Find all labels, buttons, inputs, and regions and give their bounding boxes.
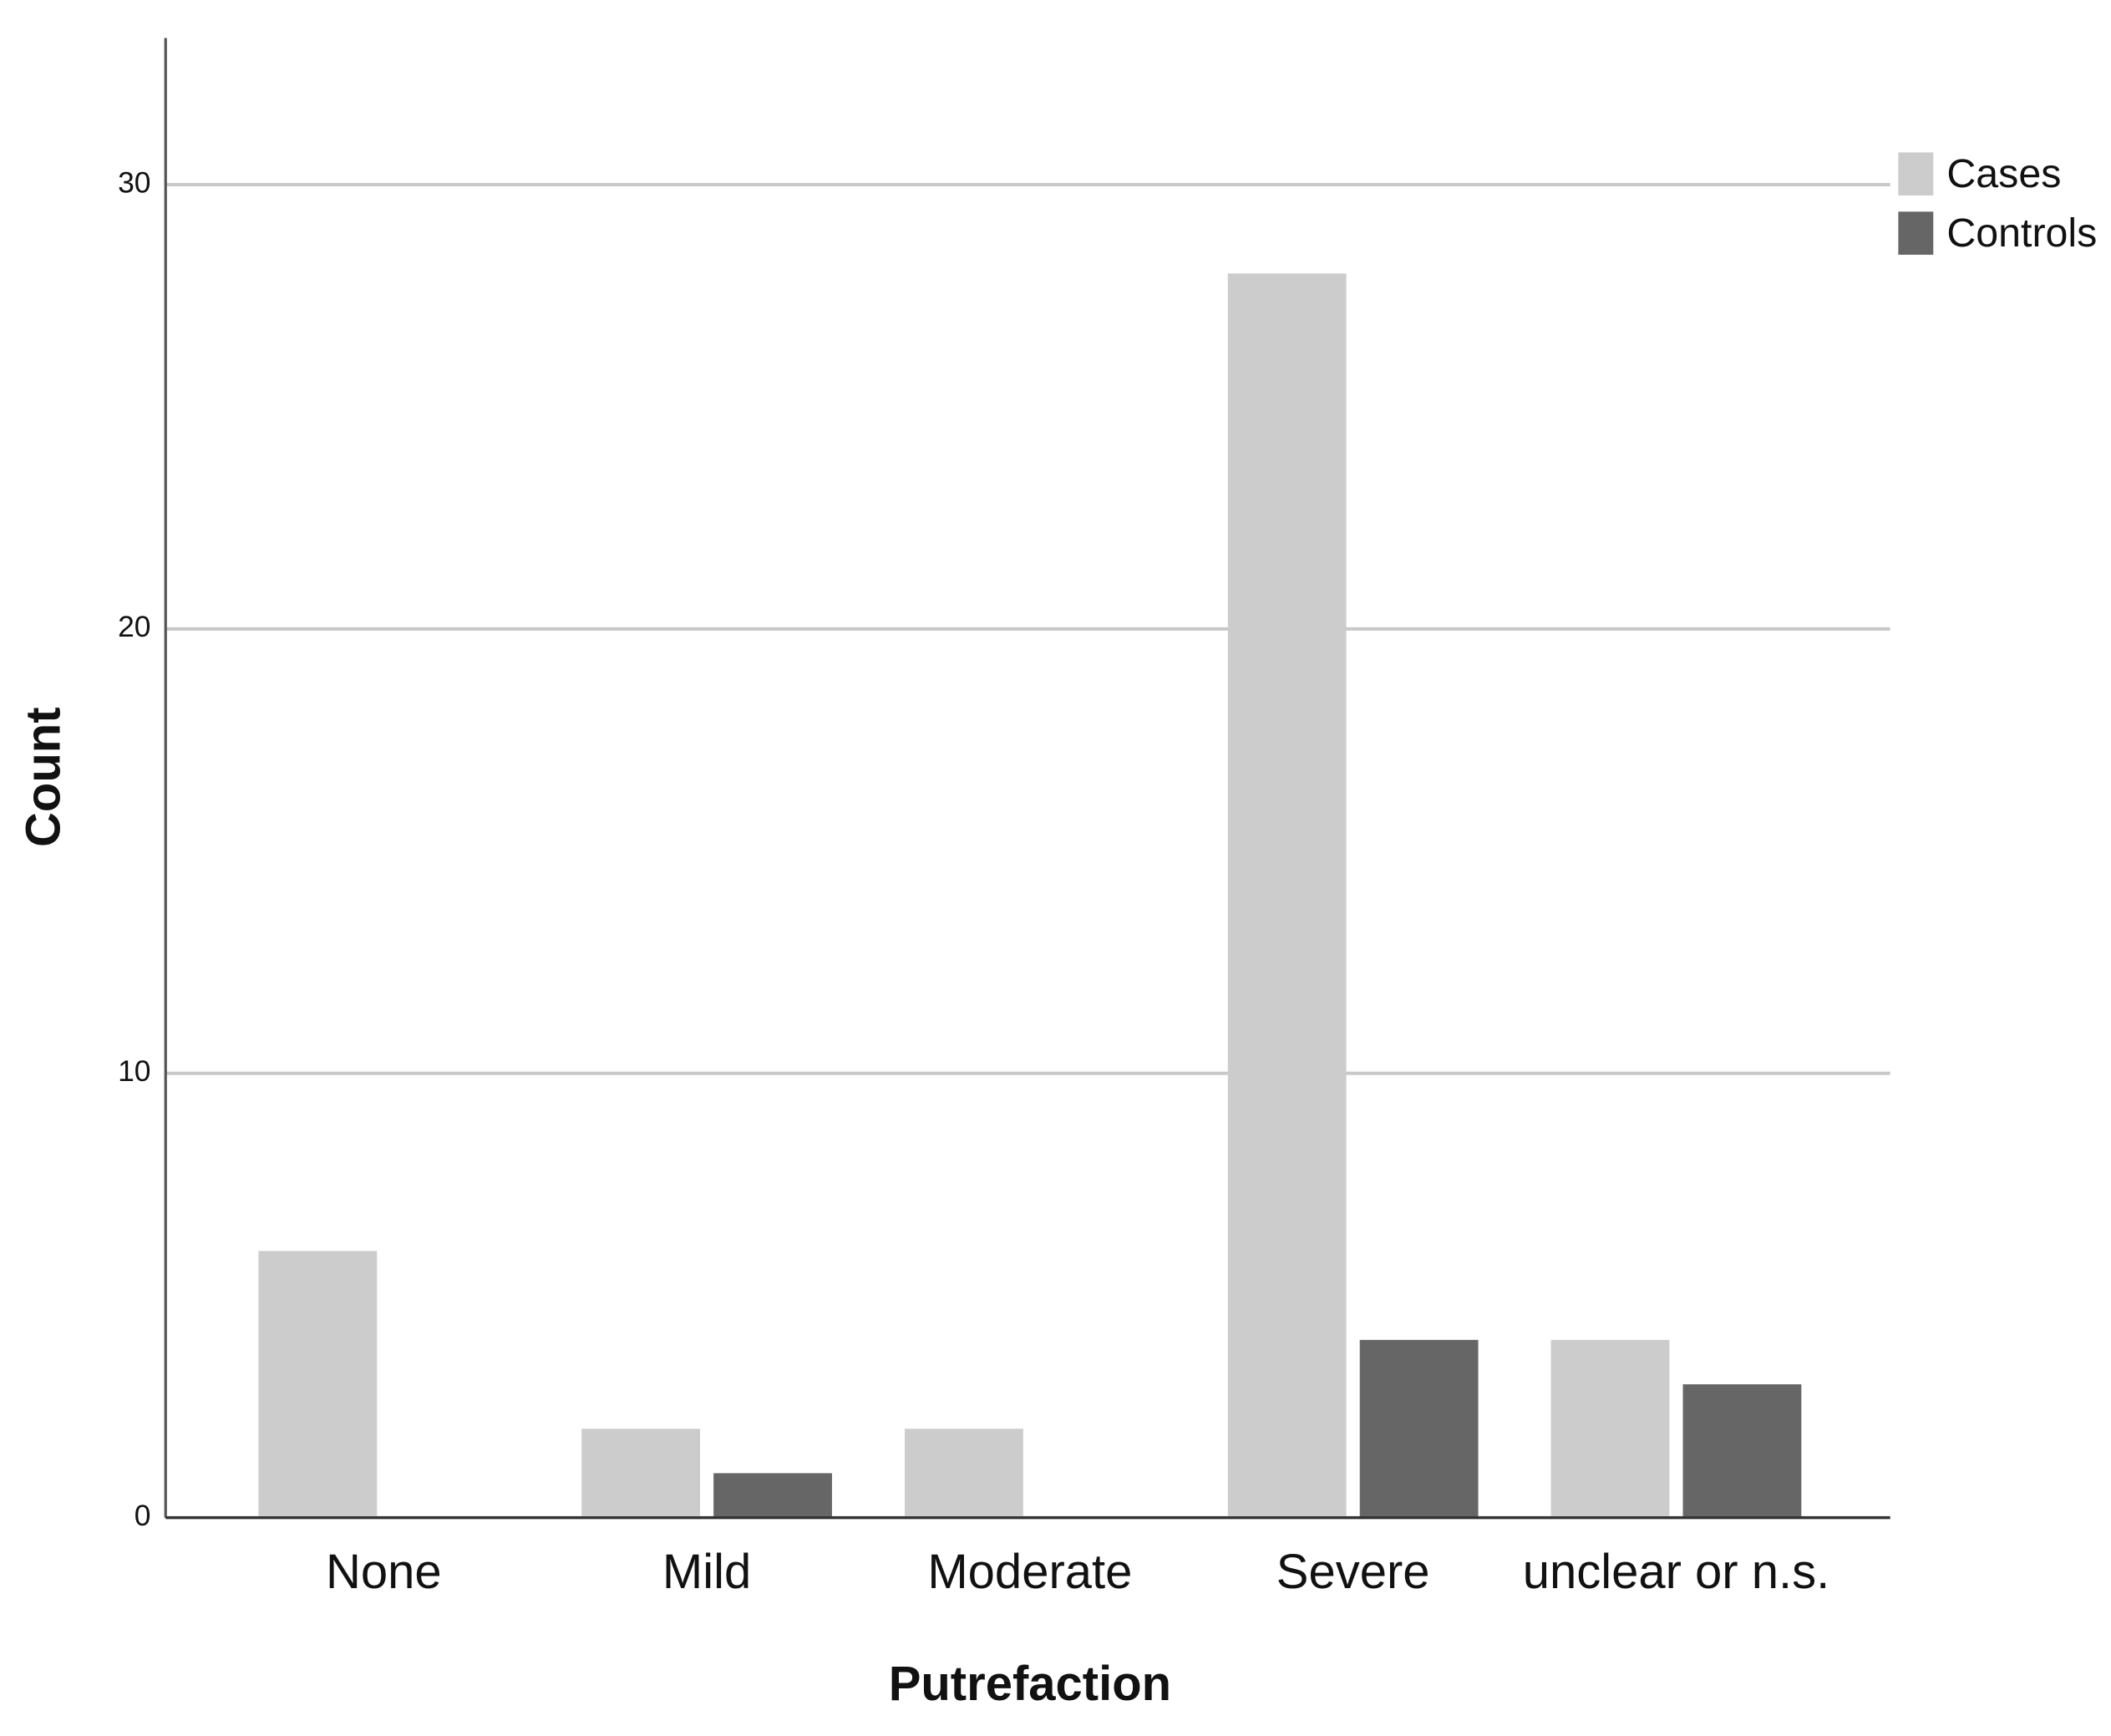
bar [1682, 1384, 1802, 1518]
bar [258, 1251, 378, 1518]
x-tick-label: None [326, 1545, 442, 1599]
bar [581, 1429, 701, 1518]
x-axis-title: Putrefaction [889, 1657, 1171, 1711]
legend-swatch [1898, 152, 1934, 196]
bar [905, 1429, 1023, 1518]
x-tick-label: unclear or n.s. [1523, 1545, 1830, 1599]
x-tick-label: Severe [1276, 1545, 1430, 1599]
bar [1550, 1339, 1670, 1518]
y-tick-label: 0 [134, 1499, 151, 1532]
legend-swatch [1898, 211, 1934, 255]
x-tick-label: Moderate [927, 1545, 1132, 1599]
legend-label: Cases [1946, 151, 2061, 196]
y-tick-label: 30 [118, 165, 150, 199]
y-tick-label: 20 [118, 610, 150, 643]
y-tick-label: 10 [118, 1054, 150, 1088]
y-axis-title: Count [17, 707, 71, 846]
bar [1359, 1339, 1479, 1518]
bar [1227, 273, 1347, 1518]
bar [713, 1473, 832, 1518]
legend-label: Controls [1946, 211, 2097, 256]
x-tick-label: Mild [662, 1545, 751, 1599]
